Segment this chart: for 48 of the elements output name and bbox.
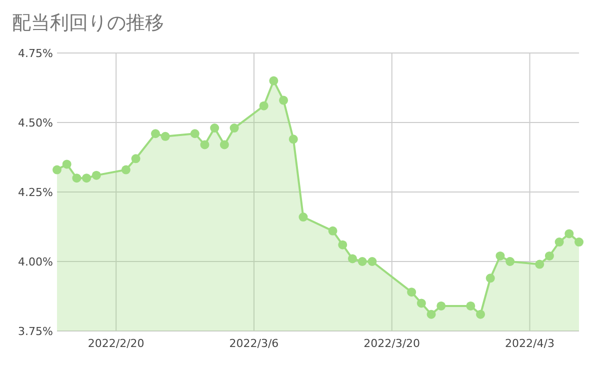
point <box>328 226 338 236</box>
point <box>82 174 92 183</box>
point <box>358 257 367 266</box>
y-tick-label: 4.00% <box>18 256 53 268</box>
point <box>72 174 82 183</box>
point <box>220 140 229 150</box>
y-tick-label: 4.75% <box>18 47 53 60</box>
y-tick-label: 4.50% <box>18 116 53 130</box>
point <box>407 288 416 297</box>
y-tick-label: 3.75% <box>18 325 53 338</box>
point <box>496 251 505 260</box>
point <box>210 124 220 133</box>
point <box>416 298 426 308</box>
point <box>426 310 436 319</box>
point <box>348 254 357 264</box>
point <box>506 257 515 266</box>
point <box>368 257 377 266</box>
point <box>52 165 62 174</box>
point <box>150 129 160 138</box>
point <box>338 240 348 250</box>
x-tick-label: 2022/3/6 <box>229 337 279 350</box>
point <box>269 76 278 86</box>
point <box>62 160 72 169</box>
point <box>466 301 476 310</box>
point <box>476 310 486 319</box>
point <box>230 124 239 133</box>
point <box>564 229 574 238</box>
point <box>200 140 210 150</box>
point <box>544 251 554 260</box>
y-tick-label: 4.25% <box>18 186 53 199</box>
point <box>298 212 308 222</box>
x-tick-label: 2022/2/20 <box>88 337 144 350</box>
chart-title: 配当利回りの推移 <box>12 12 164 34</box>
point <box>92 170 101 180</box>
point <box>131 154 140 164</box>
point <box>288 134 298 144</box>
x-tick-label: 2022/3/20 <box>364 337 420 350</box>
point <box>121 165 130 174</box>
point <box>160 132 170 141</box>
point <box>436 301 446 310</box>
point <box>535 260 544 269</box>
point <box>574 238 584 247</box>
point <box>279 96 288 105</box>
x-tick-label: 2022/4/3 <box>505 337 554 350</box>
point <box>486 274 495 283</box>
point <box>259 101 268 110</box>
point <box>554 238 564 247</box>
point <box>190 129 200 138</box>
